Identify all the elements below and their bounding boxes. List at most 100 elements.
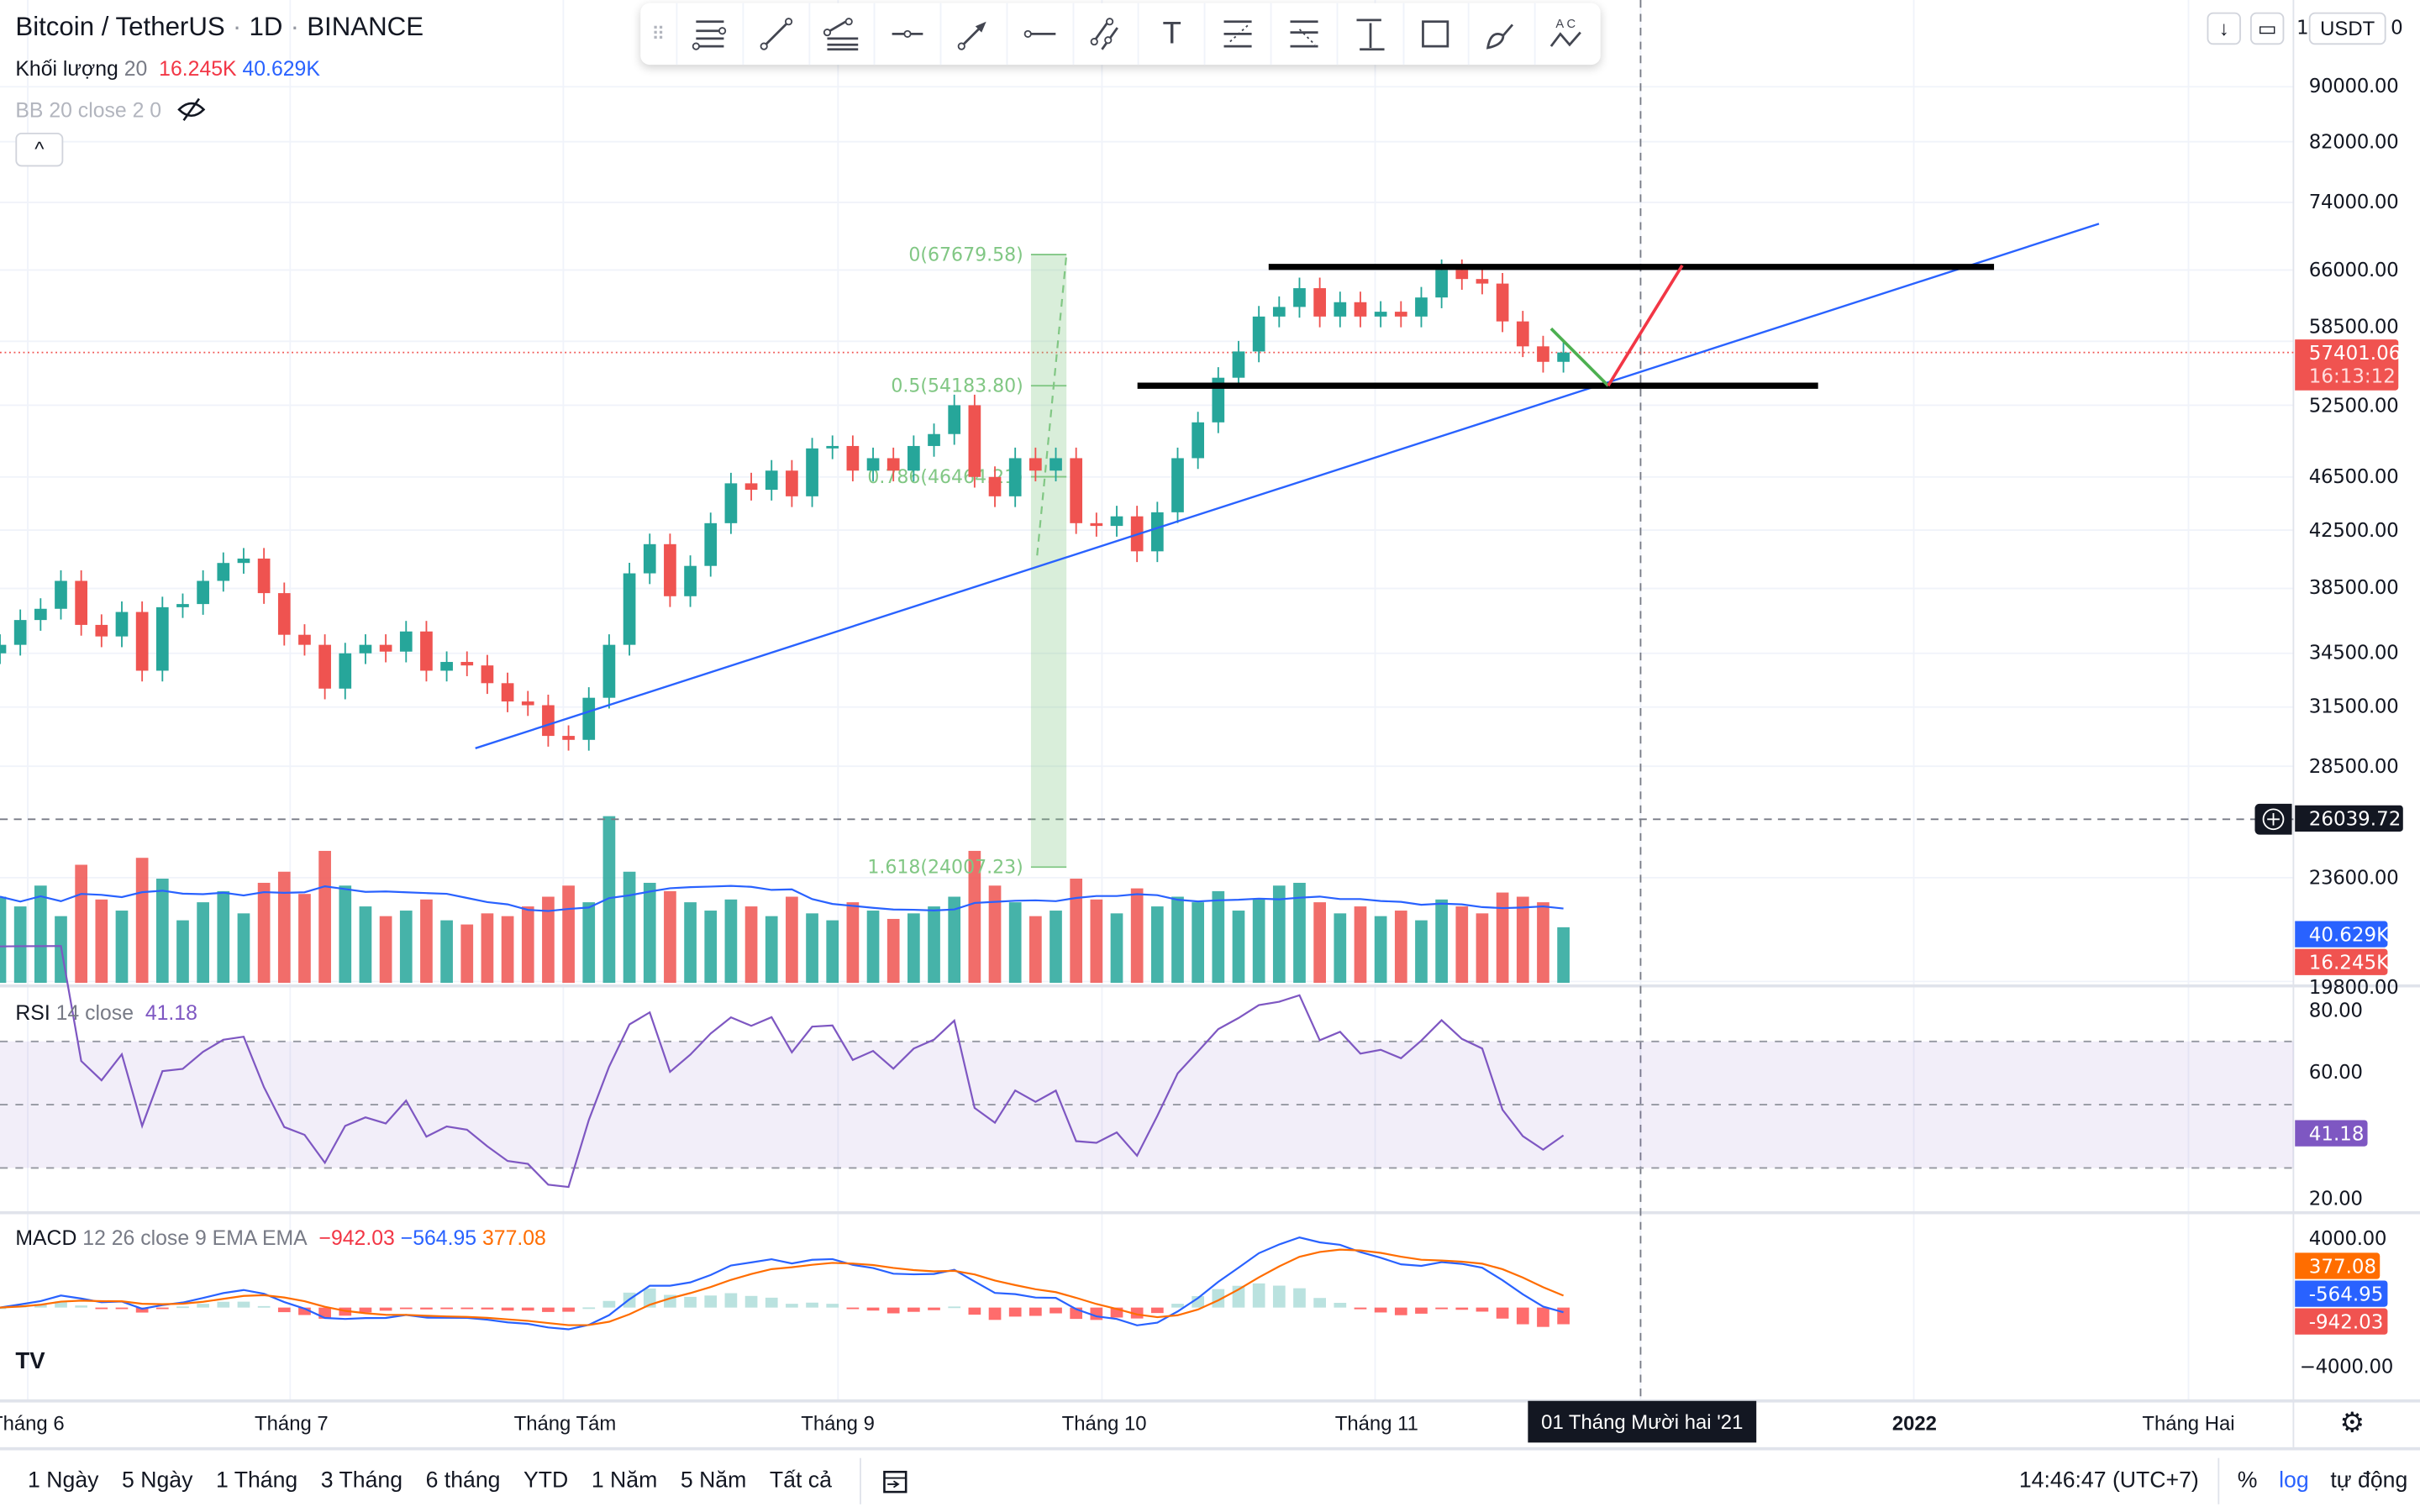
candle [866,447,880,482]
macd-hist-bar [1476,1307,1489,1312]
range-5y[interactable]: 5 Năm [680,1468,747,1494]
candle [988,466,1002,507]
calendar-icon[interactable] [880,1466,911,1497]
tradingview-logo[interactable]: TV [15,1348,45,1375]
candle [318,634,331,700]
volume-bar [1293,882,1306,983]
auto-scale-toggle[interactable]: tự động [2330,1468,2408,1494]
fib-retracement-icon[interactable] [809,3,876,66]
candle [968,394,981,488]
trend-line-icon[interactable] [744,3,810,66]
range-6m[interactable]: 6 tháng [425,1468,501,1494]
macd-hist-bar [155,1307,169,1310]
add-alert-button[interactable] [2254,803,2292,835]
range-all[interactable]: Tất cả [769,1468,832,1494]
ray-icon[interactable] [1007,3,1074,66]
macd-hist-bar [0,1307,7,1310]
fib-channel-icon[interactable] [1206,3,1272,66]
volume-bar [501,916,514,983]
chart-canvas[interactable]: 0(67679.58)0.5(54183.80)0.786(46464.21)1… [0,0,2420,1451]
volume-bar [135,858,149,983]
divider [2217,1457,2219,1504]
candle-body [1150,512,1164,552]
range-1y[interactable]: 1 Năm [591,1468,658,1494]
macd-hist-bar [1029,1307,1042,1316]
horizontal-ray-icon[interactable] [876,3,942,66]
candle [744,472,758,501]
macd-hist-bar [1272,1285,1286,1308]
candle [1516,311,1529,358]
fullscreen-button[interactable]: ▭ [2249,12,2285,45]
macd-hist-bar [786,1304,798,1308]
candle-body [582,697,596,740]
volume-ma-line [0,885,1564,912]
volume-bar [664,890,676,983]
horizontal-lines-icon[interactable] [677,3,744,66]
macd-hist-bar [1394,1307,1407,1315]
volume-bar [1029,916,1042,983]
rsi-legend[interactable]: RSI 14 close 41.18 [15,1001,197,1025]
macd-hist-bar [217,1301,230,1308]
currency-button[interactable]: USDT [2308,12,2386,45]
volume-bar [1435,899,1448,983]
candle-body [1496,283,1509,322]
volume-bar [1008,902,1022,983]
symbol-name[interactable]: Bitcoin / TetherUS [15,12,225,42]
range-3m[interactable]: 3 Tháng [320,1468,403,1494]
interval[interactable]: 1D [249,12,283,42]
arrow-icon[interactable] [942,3,1008,66]
log-scale-toggle[interactable]: log [2279,1468,2309,1494]
bb-label: BB 20 close 2 0 [15,98,162,123]
price-axis-label: 23600.00 [2308,865,2399,889]
price-range-icon[interactable] [1338,3,1404,66]
symbol-legend[interactable]: Bitcoin / TetherUS · 1D · BINANCE [15,13,424,44]
volume-bar [339,885,352,983]
candle [75,570,88,636]
macd-hist-bar [562,1307,575,1312]
percent-scale-toggle[interactable]: % [2237,1468,2258,1494]
projection-down-line [1549,327,1610,387]
rsi-value: 41.18 [145,1001,197,1025]
range-ytd[interactable]: YTD [523,1468,569,1494]
eye-off-icon[interactable] [176,97,208,122]
candle-body [846,445,860,471]
range-1m[interactable]: 1 Tháng [215,1468,298,1494]
candle-body [664,543,676,596]
range-1d[interactable]: 1 Ngày [28,1468,99,1494]
volume-bar [643,882,656,983]
candle [542,694,555,747]
volume-legend[interactable]: Khối lượng 20 16.245K 40.629K [15,57,319,81]
settings-gear-icon[interactable]: ⚙ [2339,1407,2365,1438]
candle-body [481,665,494,684]
parallel-channel-icon[interactable] [1074,3,1140,66]
pitchfork-icon[interactable] [1272,3,1339,66]
volume-bar [562,885,575,983]
macd-hist-bar [257,1305,271,1308]
candle-body [399,631,413,652]
macd-hist-bar [359,1307,372,1313]
macd-legend[interactable]: MACD 12 26 close 9 EMA EMA −942.03 −564.… [15,1226,545,1250]
macd-hist-bar [1557,1307,1570,1325]
range-5d[interactable]: 5 Ngày [122,1468,193,1494]
candle-body [1050,458,1062,471]
abcd-pattern-icon[interactable]: A C [1536,3,1601,65]
time-axis-label: Tháng Tám [513,1411,617,1436]
brush-icon[interactable] [1470,3,1536,66]
candle [155,596,169,682]
scroll-to-latest-button[interactable]: ↓ [2207,12,2241,45]
candle-body [866,458,880,471]
volume-bar [257,882,271,983]
macd-hist-bar [1415,1307,1428,1314]
collapse-legend-button[interactable]: ^ [15,132,64,167]
bb-legend[interactable]: BB 20 close 2 0 [15,97,207,122]
rectangle-icon[interactable] [1404,3,1470,66]
text-icon[interactable]: T [1139,3,1206,66]
drag-handle[interactable]: ⠿ [640,3,678,66]
price-axis-label: 52500.00 [2308,392,2399,417]
candle [0,634,7,664]
volume-bar [1496,892,1509,983]
clock[interactable]: 14:46:47 (UTC+7) [2018,1468,2199,1494]
volume-bar [1090,899,1103,983]
macd-hist-bar [684,1296,697,1308]
candle-body [562,736,575,740]
